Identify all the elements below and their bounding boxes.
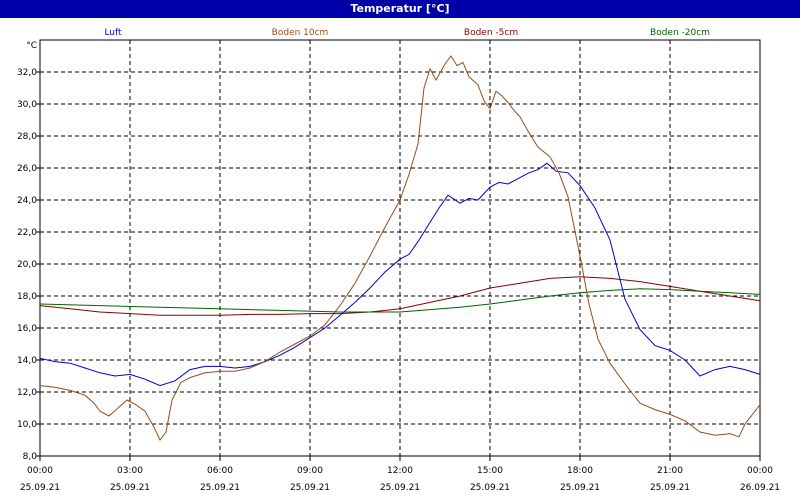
y-tick-label: 18,0 xyxy=(17,292,37,302)
y-tick-label: 26,0 xyxy=(17,164,37,174)
x-tick-date: 25.09.21 xyxy=(200,483,240,493)
axis-ticks: 8,0 10,0 12,0 14,0 16,0 18,0 20,0 22,0 24,0 26,0 2… xyxy=(17,68,780,493)
y-tick-label: 16,0 xyxy=(17,324,37,334)
y-unit-label: °C xyxy=(26,41,37,51)
y-tick-label: 22,0 xyxy=(17,228,37,238)
legend-item-boden-10cm: Boden 10cm xyxy=(272,28,329,38)
x-tick-time: 00:00 xyxy=(27,466,53,476)
x-tick-date: 25.09.21 xyxy=(560,483,600,493)
y-tick-label: 10,0 xyxy=(17,420,37,430)
legend-item-boden-20cm: Boden -20cm xyxy=(650,28,710,38)
x-tick-time: 09:00 xyxy=(297,466,323,476)
y-tick-label: 12,0 xyxy=(17,388,37,398)
y-tick-label: 30,0 xyxy=(17,100,37,110)
series-line-boden-20cm xyxy=(39,288,761,313)
chart-title: Temperatur [°C] xyxy=(0,0,800,18)
x-tick-time: 03:00 xyxy=(117,466,143,476)
x-tick-date: 25.09.21 xyxy=(290,483,330,493)
y-tick-label: 8,0 xyxy=(23,452,38,462)
x-tick-time: 15:00 xyxy=(477,466,503,476)
y-tick-label: 20,0 xyxy=(17,260,37,270)
x-tick-date: 25.09.21 xyxy=(20,483,60,493)
x-tick-time: 18:00 xyxy=(567,466,593,476)
grid xyxy=(39,39,761,457)
series-lines xyxy=(39,55,761,441)
legend-item-luft: Luft xyxy=(104,28,122,38)
x-tick-time: 21:00 xyxy=(657,466,683,476)
x-tick-time: 12:00 xyxy=(387,466,413,476)
legend: Luft Boden 10cm Boden -5cm Boden -20cm xyxy=(104,28,710,38)
x-tick-date: 25.09.21 xyxy=(470,483,510,493)
x-tick-date: 25.09.21 xyxy=(650,483,690,493)
y-tick-label: 14,0 xyxy=(17,356,37,366)
x-tick-date: 26.09.21 xyxy=(740,483,780,493)
temperature-chart: Luft Boden 10cm Boden -5cm Boden -20cm °C 8… xyxy=(17,28,780,493)
x-tick-time: 06:00 xyxy=(207,466,233,476)
series-line-boden-10cm xyxy=(39,55,761,441)
y-tick-label: 28,0 xyxy=(17,132,37,142)
y-tick-label: 32,0 xyxy=(17,68,37,78)
x-tick-time: 00:00 xyxy=(747,466,773,476)
series-line-luft xyxy=(39,162,761,387)
x-tick-date: 25.09.21 xyxy=(110,483,150,493)
series-line-boden-5cm xyxy=(39,276,761,316)
legend-item-boden-5cm: Boden -5cm xyxy=(464,28,518,38)
y-tick-label: 24,0 xyxy=(17,196,37,206)
x-tick-date: 25.09.21 xyxy=(380,483,420,493)
